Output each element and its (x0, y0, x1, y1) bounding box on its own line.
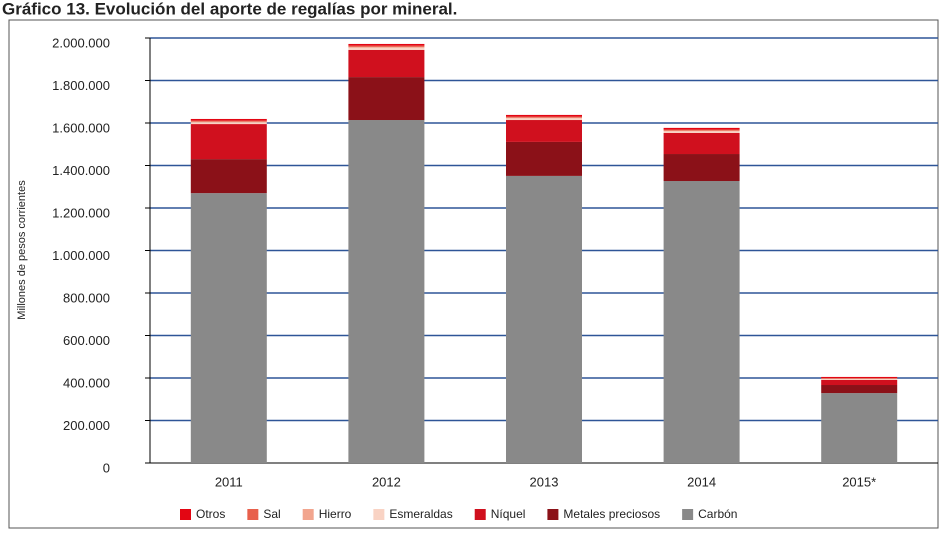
legend-label: Esmeraldas (389, 507, 452, 521)
y-tick-label: 1.400.000 (52, 163, 110, 178)
x-tick-label: 2011 (215, 474, 243, 489)
bar-segment (191, 122, 267, 123)
bar-segment (506, 118, 582, 119)
x-tick-label: 2015* (842, 474, 876, 489)
legend-swatch (682, 509, 693, 520)
bar-segment (821, 385, 897, 393)
y-tick-label: 2.000.000 (52, 35, 110, 50)
bar-segment (348, 50, 424, 77)
bar-segment (664, 181, 740, 463)
bar-segment (821, 380, 897, 385)
legend-swatch (303, 509, 314, 520)
legend-swatch (247, 509, 258, 520)
x-tick-label: 2014 (687, 474, 716, 489)
y-tick-label: 1.200.000 (52, 205, 110, 220)
bar-segment (506, 120, 582, 142)
y-tick-label: 800.000 (63, 290, 110, 305)
bar-segment (664, 131, 740, 132)
bar-segment (664, 131, 740, 133)
legend-label: Sal (263, 507, 280, 521)
legend-swatch (180, 509, 191, 520)
legend-swatch (475, 509, 486, 520)
legend-label: Otros (196, 507, 225, 521)
bar-segment (506, 117, 582, 118)
legend-label: Carbón (698, 507, 737, 521)
bar-segment (348, 77, 424, 120)
y-tick-label: 1.000.000 (52, 248, 110, 263)
y-tick-label: 600.000 (63, 333, 110, 348)
legend-label: Hierro (319, 507, 352, 521)
x-tick-label: 2012 (372, 474, 401, 489)
bar-segment (821, 379, 897, 380)
bar-segment (506, 176, 582, 463)
chart-title: Gráfico 13. Evolución del aporte de rega… (2, 0, 457, 18)
bar-segment (821, 393, 897, 463)
bar-segment (191, 121, 267, 122)
legend-swatch (547, 509, 558, 520)
bar-segment (664, 130, 740, 131)
bar-segment (191, 193, 267, 463)
y-tick-label: 200.000 (63, 418, 110, 433)
bar-segment (191, 124, 267, 159)
bar-segment (821, 377, 897, 378)
legend-label: Metales preciosos (563, 507, 660, 521)
y-tick-label: 1.800.000 (52, 78, 110, 93)
bar-segment (506, 115, 582, 117)
bar-segment (506, 142, 582, 176)
bar-segment (664, 154, 740, 181)
legend-swatch (373, 509, 384, 520)
legend-label: Níquel (491, 507, 526, 521)
bar-segment (348, 48, 424, 50)
bar-segment (664, 133, 740, 154)
frame (9, 20, 938, 528)
bar-segment (348, 47, 424, 48)
y-tick-label: 0 (103, 460, 110, 475)
bar-segment (191, 122, 267, 124)
bar-segment (506, 118, 582, 120)
bar-segment (191, 159, 267, 193)
bar-segment (664, 128, 740, 130)
x-tick-label: 2013 (530, 474, 559, 489)
y-axis-label: Millones de pesos corrientes (16, 180, 28, 320)
y-tick-label: 1.600.000 (52, 120, 110, 135)
bar-segment (348, 46, 424, 47)
bar-segment (348, 44, 424, 46)
y-tick-label: 400.000 (63, 375, 110, 390)
bar-segment (348, 120, 424, 463)
bar-segment (821, 378, 897, 379)
bar-segment (191, 119, 267, 121)
